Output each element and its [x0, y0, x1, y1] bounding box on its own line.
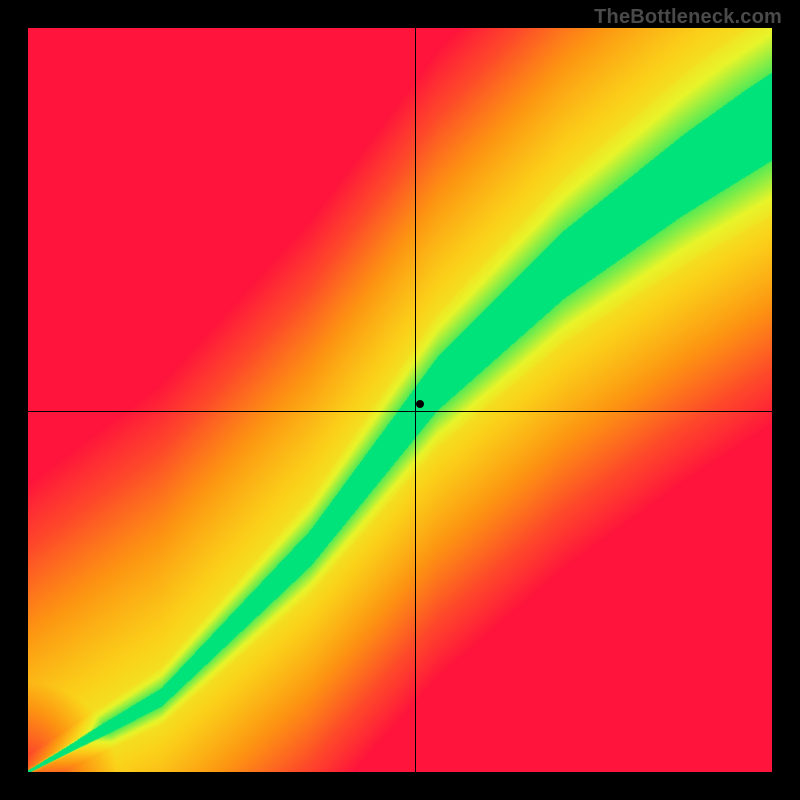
plot-area: [28, 28, 772, 772]
crosshair-vertical: [415, 28, 416, 772]
crosshair-horizontal: [28, 411, 772, 412]
watermark-text: TheBottleneck.com: [594, 6, 782, 29]
data-point-marker: [416, 400, 424, 408]
heatmap-canvas: [28, 28, 772, 772]
